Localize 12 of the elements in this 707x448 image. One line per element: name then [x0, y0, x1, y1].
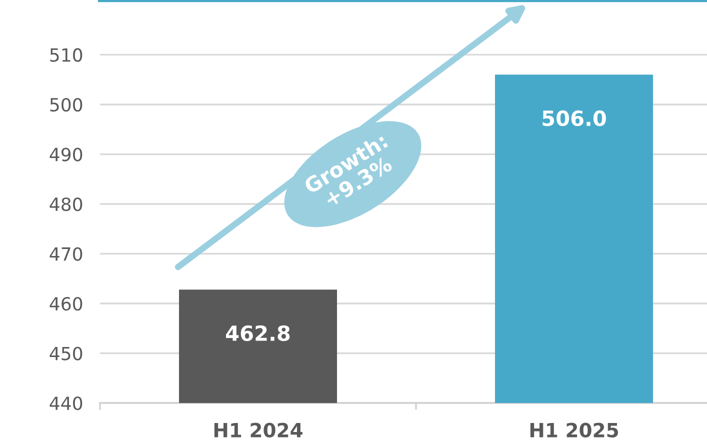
y-tick-label: 470 [50, 247, 82, 261]
y-tick-label: 510 [50, 48, 82, 62]
y-tick-label: 480 [50, 197, 82, 212]
y-tick-label: 460 [50, 296, 82, 311]
y-tick-label: 490 [50, 148, 82, 162]
y-tick-label: 450 [50, 346, 82, 360]
x-tick-label: H1 2024 [214, 422, 302, 438]
y-tick-label: 440 [50, 396, 82, 410]
data-label: 462.8 [226, 325, 290, 342]
data-label: 506.0 [542, 110, 606, 126]
x-tick-label: H1 2025 [530, 422, 618, 438]
y-tick-label: 500 [50, 98, 82, 112]
